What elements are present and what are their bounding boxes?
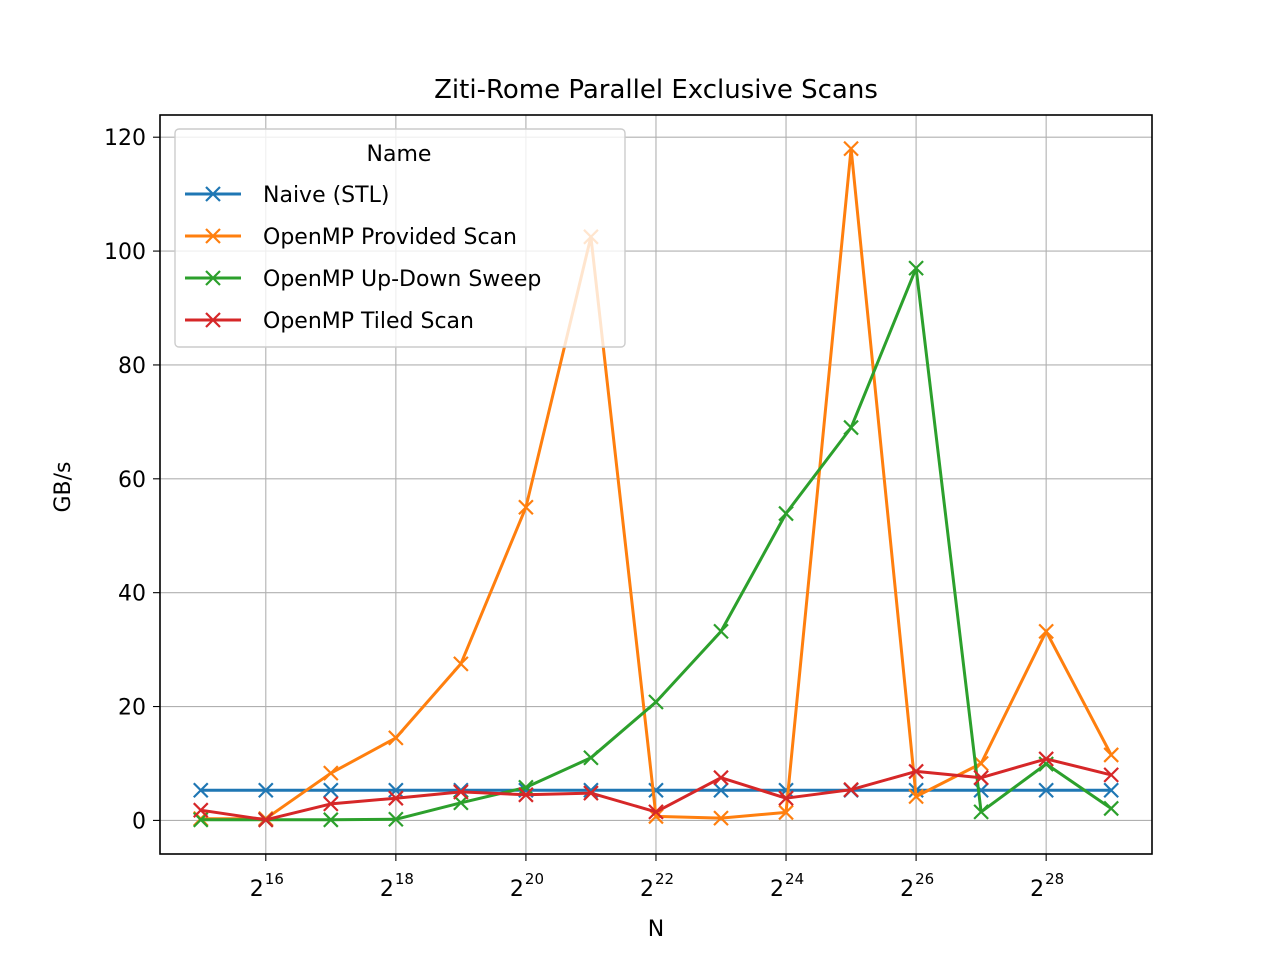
data-point xyxy=(388,811,404,828)
legend-marker xyxy=(205,270,221,286)
x-axis-label: N xyxy=(648,917,664,942)
x-tick-label: 2 24 xyxy=(770,870,804,902)
legend-label: Naive (STL) xyxy=(263,183,389,208)
x-tick-label: 2 20 xyxy=(510,870,544,902)
data-point xyxy=(323,796,339,812)
y-tick-label: 80 xyxy=(118,354,146,379)
legend-entry: OpenMP Up-Down Sweep xyxy=(185,267,541,292)
legend-box xyxy=(174,128,626,348)
data-point xyxy=(192,782,209,799)
data-point xyxy=(518,779,534,796)
data-point xyxy=(713,623,729,640)
data-point xyxy=(778,804,794,821)
legend-entry: Naive (STL) xyxy=(185,183,389,208)
data-point xyxy=(1038,782,1054,799)
data-point xyxy=(583,750,599,766)
legend-marker xyxy=(205,228,221,244)
x-tick-base: 2 xyxy=(640,877,654,902)
y-tick-label: 40 xyxy=(118,582,146,607)
x-tick-label: 2 18 xyxy=(380,870,414,902)
x-tick-exponent: 26 xyxy=(915,870,934,888)
data-point xyxy=(1103,800,1119,817)
data-point xyxy=(843,781,859,798)
chart-title: Ziti-Rome Parallel Exclusive Scans xyxy=(434,75,878,105)
x-tick-base: 2 xyxy=(510,877,524,902)
y-axis-label: GB/s xyxy=(51,461,76,512)
data-point xyxy=(1103,782,1119,799)
data-point xyxy=(908,788,924,805)
data-point xyxy=(713,810,729,826)
data-point xyxy=(1103,767,1119,783)
x-tick-exponent: 24 xyxy=(785,870,804,888)
x-tick-label: 2 28 xyxy=(1030,870,1064,902)
x-tick-base: 2 xyxy=(1030,877,1044,902)
x-tick-exponent: 28 xyxy=(1045,870,1064,888)
x-tick-base: 2 xyxy=(900,877,914,902)
data-point xyxy=(648,694,664,710)
data-point xyxy=(778,790,794,806)
series-layer xyxy=(192,140,1119,828)
data-point xyxy=(518,499,534,516)
data-point xyxy=(1038,751,1054,767)
data-point xyxy=(453,656,469,672)
data-point xyxy=(388,730,404,746)
data-point xyxy=(843,140,859,157)
data-point xyxy=(323,812,339,828)
data-point xyxy=(1038,623,1054,640)
legend-label: OpenMP Up-Down Sweep xyxy=(263,267,541,292)
data-point xyxy=(258,782,274,799)
data-point xyxy=(453,784,469,800)
data-point xyxy=(323,782,339,799)
x-tick-exponent: 20 xyxy=(525,870,544,888)
legend: Name Naive (STL) OpenMP Provided Scan Open… xyxy=(174,128,626,348)
y-tick-label: 0 xyxy=(132,809,146,834)
data-point xyxy=(1103,747,1119,763)
y-tick-label: 20 xyxy=(118,696,146,721)
legend-marker xyxy=(205,312,221,328)
data-point xyxy=(518,787,534,803)
x-tick-base: 2 xyxy=(250,877,264,902)
data-point xyxy=(843,419,859,436)
legend-label: OpenMP Tiled Scan xyxy=(263,309,474,334)
data-point xyxy=(648,804,664,820)
legend-title: Name xyxy=(367,142,432,167)
x-tick-label: 2 22 xyxy=(640,870,674,902)
x-tick-exponent: 16 xyxy=(265,870,284,888)
x-tick-exponent: 22 xyxy=(655,870,674,888)
legend-label: OpenMP Provided Scan xyxy=(263,225,517,250)
data-point xyxy=(453,782,469,799)
data-point xyxy=(192,802,209,818)
data-point xyxy=(778,505,794,522)
y-tick-label: 100 xyxy=(104,240,146,265)
data-point xyxy=(388,790,404,806)
legend-entry: OpenMP Provided Scan xyxy=(185,225,517,250)
x-tick-exponent: 18 xyxy=(395,870,414,888)
x-tick-base: 2 xyxy=(380,877,394,902)
y-tick-label: 60 xyxy=(118,468,146,493)
data-point xyxy=(713,769,729,786)
series-4 xyxy=(192,751,1119,828)
data-point xyxy=(323,765,339,781)
data-point xyxy=(713,782,729,799)
legend-entry: OpenMP Tiled Scan xyxy=(185,309,474,334)
x-tick-label: 2 26 xyxy=(900,870,934,902)
legend-marker xyxy=(205,186,221,202)
data-point xyxy=(973,769,989,786)
x-tick-base: 2 xyxy=(770,877,784,902)
data-point xyxy=(973,804,989,820)
data-point xyxy=(908,260,924,276)
data-point xyxy=(258,812,274,828)
data-point xyxy=(908,763,924,780)
y-tick-label: 120 xyxy=(104,126,146,151)
data-point xyxy=(583,785,599,801)
x-tick-label: 2 16 xyxy=(250,870,284,902)
